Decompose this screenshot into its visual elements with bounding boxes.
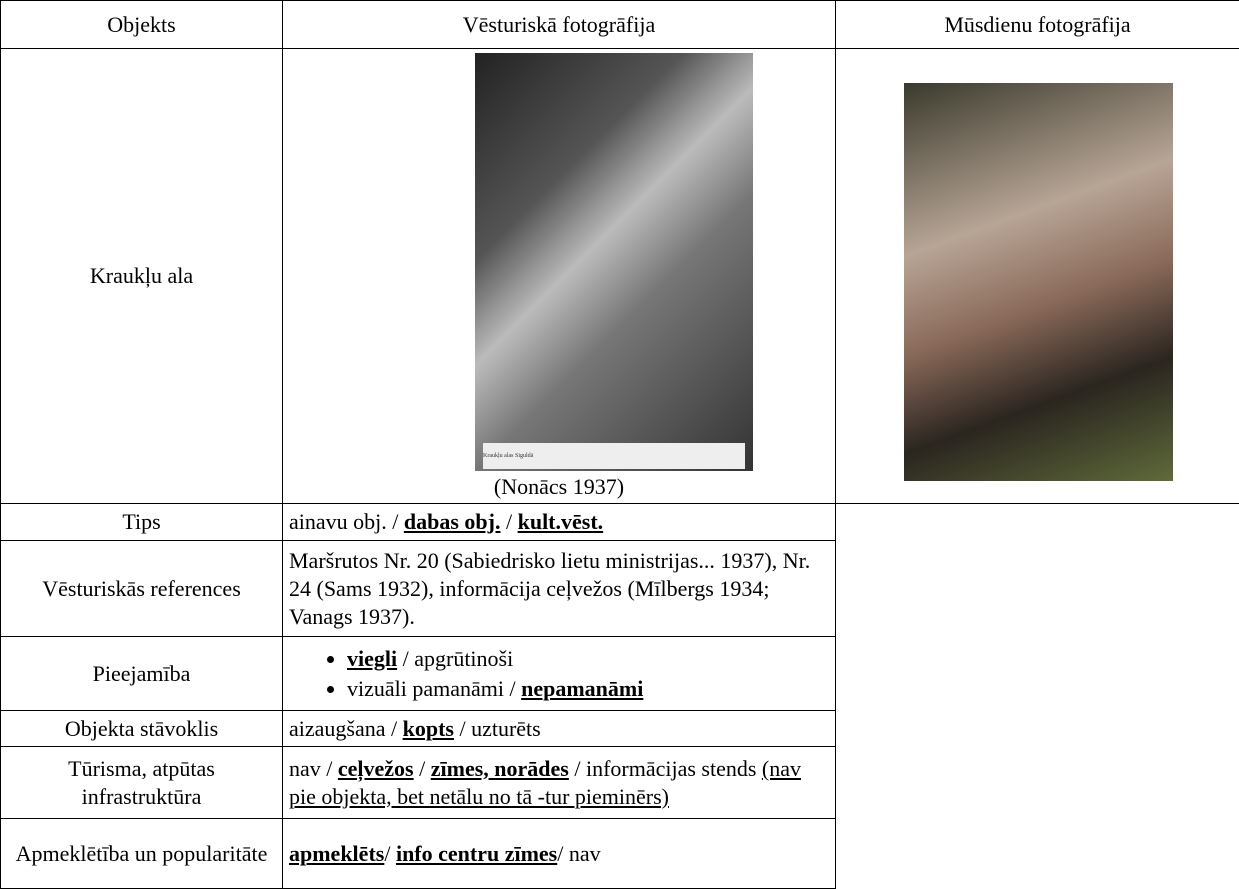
row-label: Objekta stāvoklis [1, 711, 283, 747]
row-value: nav / ceļvežos / zīmes, norādes / inform… [283, 747, 836, 819]
row-value: Maršrutos Nr. 20 (Sabiedrisko lietu mini… [283, 541, 836, 637]
modern-photo [904, 83, 1173, 481]
bullet-list: viegli / apgrūtinošivizuāli pamanāmi / n… [289, 644, 829, 704]
text-segment: / [384, 841, 396, 866]
row-label: Pieejamība [1, 637, 283, 711]
text-segment: Maršrutos Nr. 20 (Sabiedrisko lietu mini… [289, 548, 810, 629]
text-segment: nav / [289, 756, 338, 781]
row-value: apmeklēts/ info centru zīmes/ nav [283, 819, 836, 889]
text-segment: ceļvežos [338, 756, 414, 781]
row-value: ainavu obj. / dabas obj. / kult.vēst. [283, 504, 836, 541]
bullet-item: viegli / apgrūtinoši [347, 644, 829, 674]
photo-inscription: Kraukļu alas Siguldā [483, 443, 745, 469]
text-segment: nepamanāmi [521, 676, 643, 701]
text-segment: vizuāli pamanāmi / [347, 676, 521, 701]
text-segment: aizaugšana / [289, 716, 403, 741]
header-row: Objekts Vēsturiskā fotogrāfija Mūsdienu … [1, 1, 1239, 49]
row-value: viegli / apgrūtinošivizuāli pamanāmi / n… [283, 637, 836, 711]
header-cell: Vēsturiskā fotogrāfija [283, 1, 836, 49]
text-segment: / [414, 756, 431, 781]
text-segment: ainavu obj. / [289, 509, 404, 534]
text-segment: / informācijas stends [569, 756, 762, 781]
header-cell: Objekts [1, 1, 283, 49]
modern-photo-cell [836, 49, 1239, 504]
table-row: Pieejamībaviegli / apgrūtinošivizuāli pa… [1, 637, 1239, 711]
text-segment: / [500, 509, 517, 534]
historical-photo-cell: Kraukļu alas Siguldā (Nonācs 1937) [283, 49, 836, 504]
bullet-item: vizuāli pamanāmi / nepamanāmi [347, 674, 829, 704]
row-label: Tips [1, 504, 283, 541]
row-label: Tūrisma, atpūtas infrastruktūra [1, 747, 283, 819]
text-segment: kopts [403, 716, 454, 741]
text-segment: info centru zīmes [396, 841, 557, 866]
text-segment: / uzturēts [454, 716, 541, 741]
row-label: Vēsturiskās references [1, 541, 283, 637]
text-segment: / nav [557, 841, 600, 866]
text-segment: / apgrūtinoši [397, 646, 513, 671]
text-segment: viegli [347, 646, 397, 671]
text-segment: kult.vēst. [518, 509, 604, 534]
object-name: Kraukļu ala [1, 49, 283, 504]
photo-caption: (Nonācs 1937) [283, 473, 835, 501]
text-segment: apmeklēts [289, 841, 384, 866]
row-label: Apmeklētība un popularitāte [1, 819, 283, 889]
header-cell: Mūsdienu fotogrāfija [836, 1, 1239, 49]
text-segment: dabas obj. [404, 509, 501, 534]
photo-row: Kraukļu ala Kraukļu alas Siguldā (Nonācs… [1, 49, 1239, 504]
row-value: aizaugšana / kopts / uzturēts [283, 711, 836, 747]
text-segment: zīmes, norādes [431, 756, 569, 781]
historical-photo: Kraukļu alas Siguldā [475, 53, 753, 471]
